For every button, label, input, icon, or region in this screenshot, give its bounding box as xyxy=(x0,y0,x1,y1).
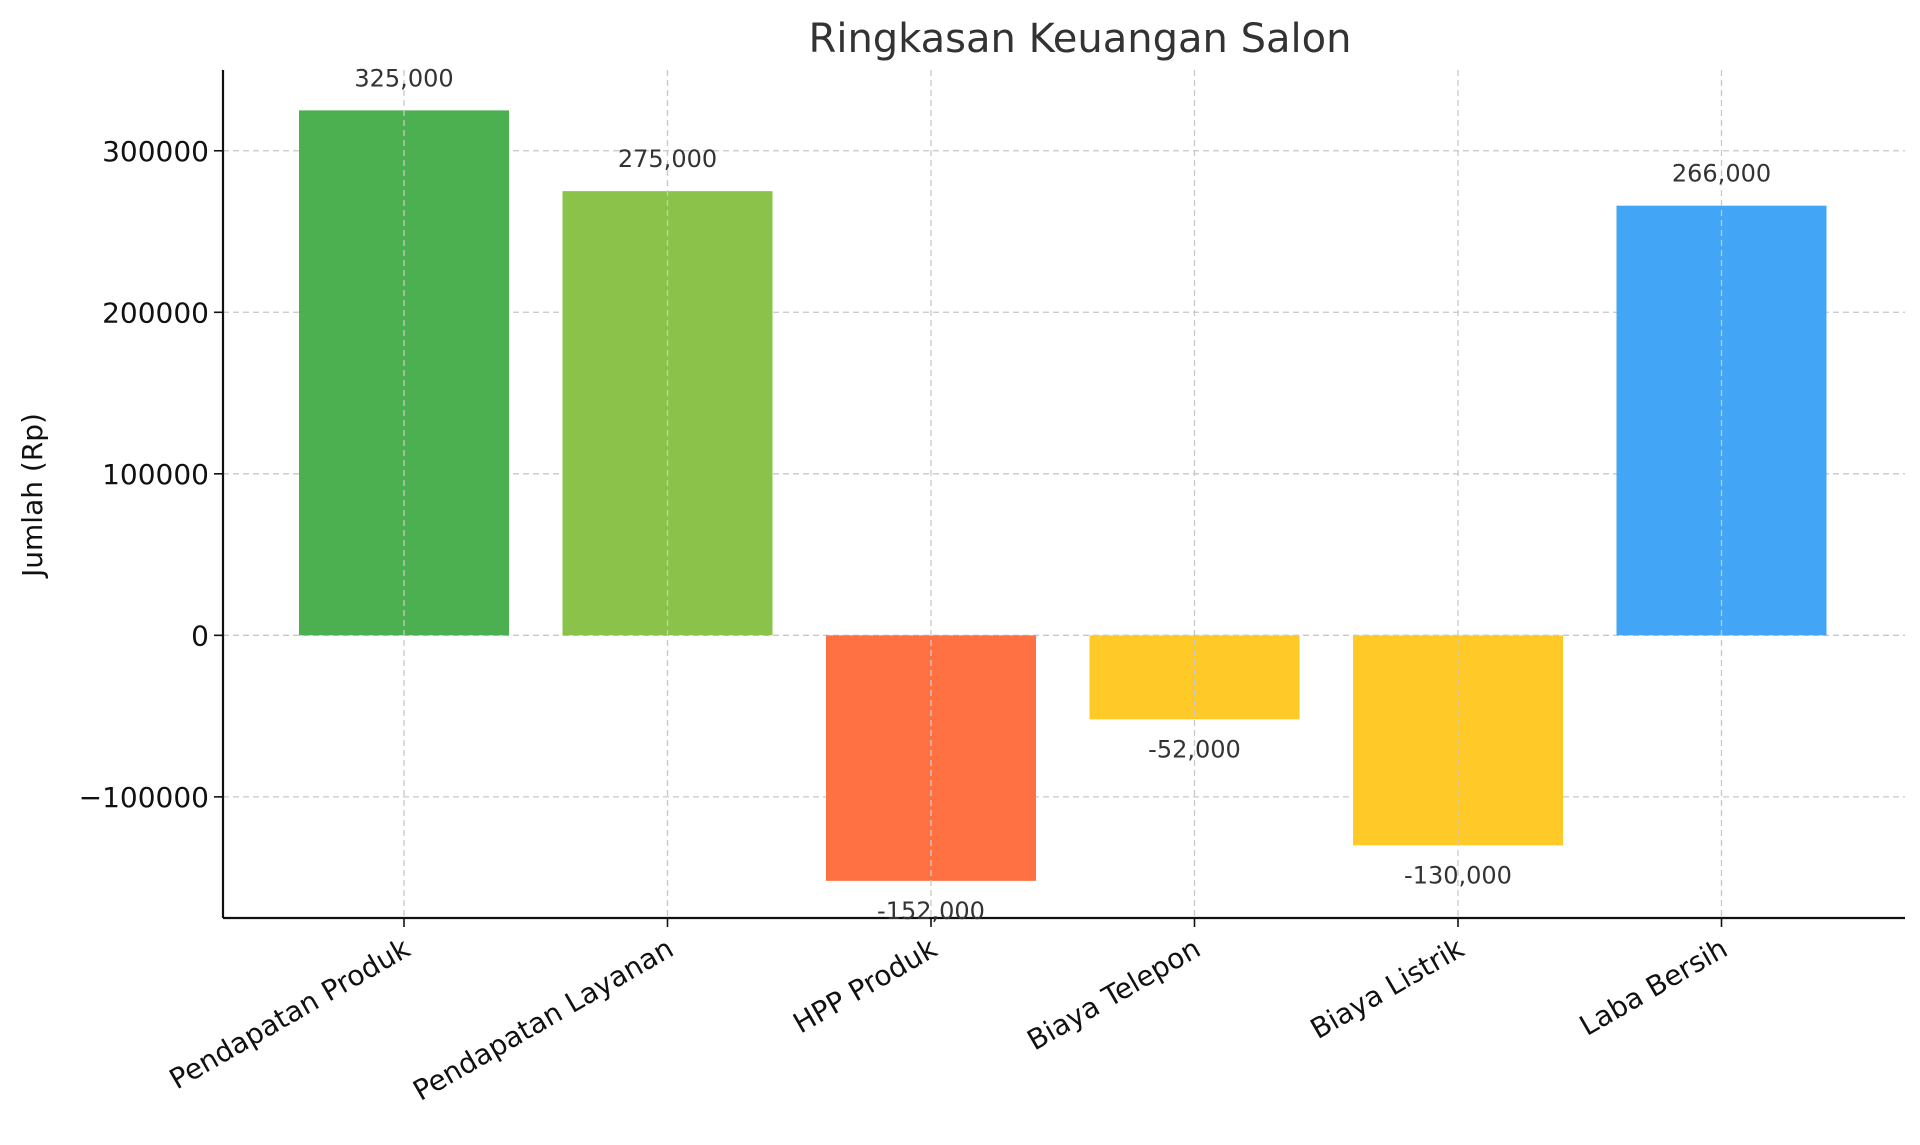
y-tick-label: 200000 xyxy=(102,296,209,329)
y-tick-label: 0 xyxy=(191,619,209,652)
vertical-grid xyxy=(403,70,1723,918)
data-label: 275,000 xyxy=(618,145,717,173)
bar-3 xyxy=(1089,635,1300,720)
chart-title: Ringkasan Keuangan Salon xyxy=(809,16,1352,62)
y-tick-label: 100000 xyxy=(102,458,209,491)
bars xyxy=(299,110,1827,881)
x-tick-label: Pendapatan Produk xyxy=(164,931,416,1096)
y-axis-title: Jumlah (Rp) xyxy=(16,413,49,579)
x-tick-label: Biaya Listrik xyxy=(1305,931,1470,1046)
bar-2 xyxy=(826,635,1036,881)
y-tick-label: −100000 xyxy=(79,781,209,814)
x-tick-label: Laba Bersih xyxy=(1574,931,1733,1042)
data-label: -52,000 xyxy=(1148,735,1241,763)
data-label: -152,000 xyxy=(877,897,985,925)
data-label: 325,000 xyxy=(354,64,453,92)
data-labels: 325,000 275,000 -152,000 -52,000 -130,000 266… xyxy=(354,64,1771,924)
data-label: -130,000 xyxy=(1404,861,1512,889)
x-tick-label: HPP Produk xyxy=(788,931,944,1040)
x-tick-label: Biaya Telepon xyxy=(1021,931,1206,1057)
x-tick-label: Pendapatan Layanan xyxy=(407,931,679,1107)
y-tick-label: 300000 xyxy=(102,135,209,168)
axes xyxy=(214,70,1905,927)
data-label: 266,000 xyxy=(1672,160,1771,188)
